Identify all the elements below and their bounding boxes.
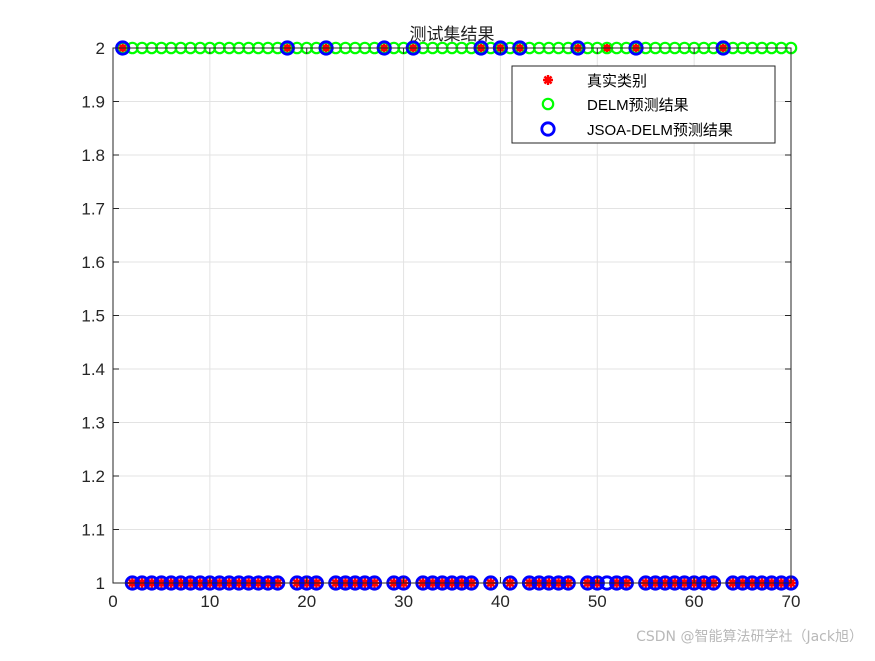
y-tick-label: 1.3 <box>81 414 105 433</box>
x-tick-label: 30 <box>394 592 413 611</box>
y-tick-label: 1.5 <box>81 307 105 326</box>
x-tick-label: 10 <box>200 592 219 611</box>
legend-marker-jsoa-delm <box>540 121 556 137</box>
legend-label-jsoa-delm: JSOA-DELM预测结果 <box>587 122 733 139</box>
chart-title: 测试集结果 <box>410 25 495 45</box>
legend-label-delm: DELM预测结果 <box>587 97 689 114</box>
y-tick-label: 1.2 <box>81 467 105 486</box>
y-tick-label: 1.9 <box>81 93 105 112</box>
x-tick-label: 40 <box>491 592 510 611</box>
axes-box <box>112 47 792 584</box>
y-tick-label: 2 <box>96 39 105 58</box>
y-tick-label: 1.1 <box>81 521 105 540</box>
x-tick-label: 0 <box>108 592 117 611</box>
y-tick-label: 1 <box>96 574 105 593</box>
x-tick-label: 20 <box>297 592 316 611</box>
legend: 真实类别 DELM预测结果 JSOA-DELM预测结果 <box>511 65 776 144</box>
legend-label-true: 真实类别 <box>587 72 647 90</box>
x-tick-label: 50 <box>588 592 607 611</box>
y-tick-label: 1.8 <box>81 146 105 165</box>
y-tick-label: 1.7 <box>81 200 105 219</box>
legend-marker-true <box>543 75 553 85</box>
watermark: CSDN @智能算法研学社（Jack旭） <box>636 629 863 645</box>
legend-marker-delm <box>541 97 555 111</box>
x-tick-label: 70 <box>782 592 801 611</box>
y-tick-label: 1.4 <box>81 360 105 379</box>
x-tick-label: 60 <box>685 592 704 611</box>
y-tick-label: 1.6 <box>81 253 105 272</box>
